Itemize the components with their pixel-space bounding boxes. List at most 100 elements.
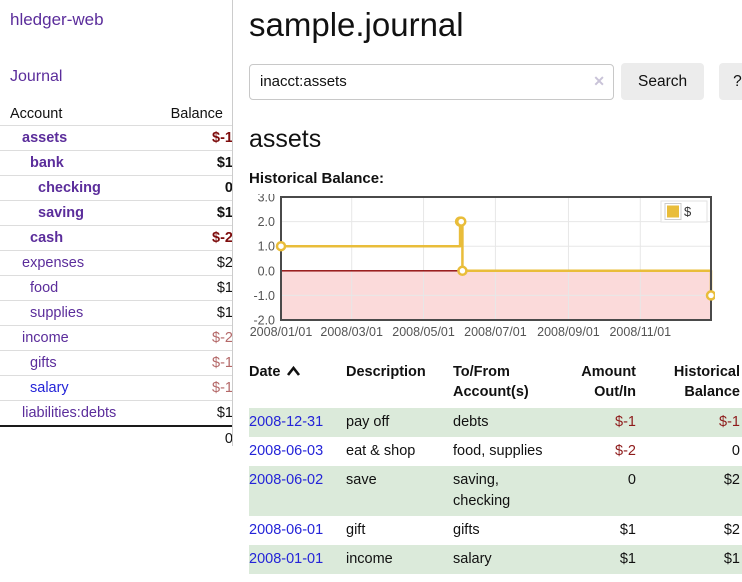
transaction-description: pay off [346, 414, 390, 430]
y-tick-label: -2.0 [253, 314, 275, 328]
transaction-accounts: debts [453, 414, 489, 430]
transaction-row: 2008-01-01 income salary $1 $1 [249, 545, 742, 574]
account-name-cell: saving [0, 201, 150, 226]
accounts-header-row: Account Balance [0, 103, 233, 126]
page-title: sample.journal [249, 6, 464, 43]
account-link[interactable]: saving [38, 205, 84, 221]
transaction-date-link[interactable]: 2008-06-01 [249, 522, 324, 538]
y-tick-label: 2.0 [258, 215, 275, 229]
x-tick-label: 2008/05/01 [392, 325, 455, 339]
account-link[interactable]: liabilities:debts [22, 405, 117, 421]
transaction-description: save [346, 472, 377, 488]
data-point-marker [275, 240, 287, 252]
data-point-marker [457, 265, 468, 277]
accounts-total-row: 0 [0, 425, 233, 451]
transaction-accounts: salary [453, 551, 492, 567]
transaction-amount: $1 [619, 551, 636, 567]
account-link[interactable]: cash [30, 230, 64, 246]
sidebar: hledger-web Journal Account Balance asse… [0, 0, 233, 582]
account-link[interactable]: supplies [30, 305, 84, 321]
transaction-date-link[interactable]: 2008-06-03 [249, 443, 324, 459]
transaction-date-link[interactable]: 2008-12-31 [249, 414, 324, 430]
accounts-header-balance: Balance [170, 106, 223, 122]
account-link[interactable]: expenses [22, 255, 85, 271]
transaction-row: 2008-06-01 gift gifts $1 $2 [249, 516, 742, 545]
account-name-cell: income [0, 326, 150, 351]
header-description: Description [346, 364, 426, 380]
data-point-marker [705, 290, 717, 301]
transaction-accounts: gifts [453, 522, 480, 538]
header-date[interactable]: Date [249, 360, 346, 408]
sort-ascending-icon [286, 363, 301, 383]
account-row: salary $-1 [0, 376, 233, 401]
transaction-accounts: saving, checking [453, 472, 511, 509]
header-amount: Amount Out/In [581, 364, 636, 400]
historical-balance-chart: $3.0 2.0 1.0 0.0 -1.0 -2.0 2008/01/01 2008/03/0… [249, 191, 727, 347]
account-row: saving $1 [0, 201, 233, 226]
account-name-cell: cash [0, 226, 150, 251]
accounts-header-account: Account [10, 106, 63, 122]
account-balance: $-1 [212, 355, 233, 371]
transaction-date-cell: 2008-06-02 [249, 466, 346, 516]
x-tick-label: 2008/09/01 [537, 325, 600, 339]
x-tick-label: 2008/07/01 [464, 325, 527, 339]
account-link[interactable]: bank [30, 155, 64, 171]
data-point-marker [455, 216, 467, 227]
search-button[interactable]: Search [621, 63, 705, 100]
search-input[interactable] [249, 63, 614, 100]
clear-search-icon[interactable]: ✕ [593, 72, 605, 89]
transaction-date-cell: 2008-06-01 [249, 516, 346, 545]
transactions-table: Date Description To/From Account(s) Amou… [249, 360, 742, 574]
account-name-cell: bank [0, 151, 150, 176]
negative-region [282, 270, 710, 319]
account-balance: $1 [216, 405, 233, 421]
account-link[interactable]: food [30, 280, 59, 296]
account-balance: $-2 [212, 330, 233, 346]
account-row: expenses $2 [0, 251, 233, 276]
account-row: assets $-1 [0, 126, 233, 151]
header-accounts: To/From Account(s) [453, 364, 529, 400]
transaction-date-link[interactable]: 2008-06-02 [249, 472, 324, 488]
account-balance: 0 [224, 180, 233, 196]
nav-journal-link[interactable]: Journal [10, 68, 63, 85]
account-name-cell: checking [0, 176, 150, 201]
x-tick-label: 2008/03/01 [320, 325, 383, 339]
transaction-balance: $2 [723, 472, 740, 488]
brand-link[interactable]: hledger-web [10, 10, 104, 29]
transactions-header-row: Date Description To/From Account(s) Amou… [249, 360, 742, 408]
transaction-amount: $-1 [615, 414, 636, 430]
help-button[interactable]: ? [719, 63, 742, 100]
legend-label: $ [684, 204, 692, 219]
legend-swatch [667, 205, 679, 218]
account-link[interactable]: gifts [30, 355, 57, 371]
accounts-table: Account Balance assets $-1 bank $1 checking 0… [0, 103, 233, 451]
transaction-row: 2008-06-03 eat & shop food, supplies $-2 0 [249, 437, 742, 466]
header-date-label: Date [249, 364, 281, 380]
account-link[interactable]: salary [30, 380, 69, 396]
account-balance: $1 [216, 280, 233, 296]
account-link[interactable]: income [22, 330, 69, 346]
account-name-cell: liabilities:debts [0, 401, 150, 427]
y-tick-label: 0.0 [258, 264, 275, 278]
account-name-cell: food [0, 276, 150, 301]
transaction-description: income [346, 551, 393, 567]
plot-border [280, 196, 712, 321]
account-balance: $-1 [212, 130, 233, 146]
transaction-date-link[interactable]: 2008-01-01 [249, 551, 324, 567]
account-heading: assets [249, 125, 322, 153]
account-balance: $2 [216, 255, 233, 271]
account-balance: $-1 [212, 380, 233, 396]
account-balance: $-2 [212, 230, 233, 246]
header-balance: Historical Balance [673, 364, 740, 400]
account-name-cell: assets [0, 126, 150, 151]
account-row: checking 0 [0, 176, 233, 201]
transaction-description: eat & shop [346, 443, 416, 459]
account-name-cell: supplies [0, 301, 150, 326]
account-link[interactable]: checking [38, 180, 101, 196]
sidebar-divider [232, 0, 233, 446]
account-row: supplies $1 [0, 301, 233, 326]
transaction-amount: $-2 [615, 443, 636, 459]
account-link[interactable]: assets [22, 130, 68, 146]
transaction-description: gift [346, 522, 366, 538]
